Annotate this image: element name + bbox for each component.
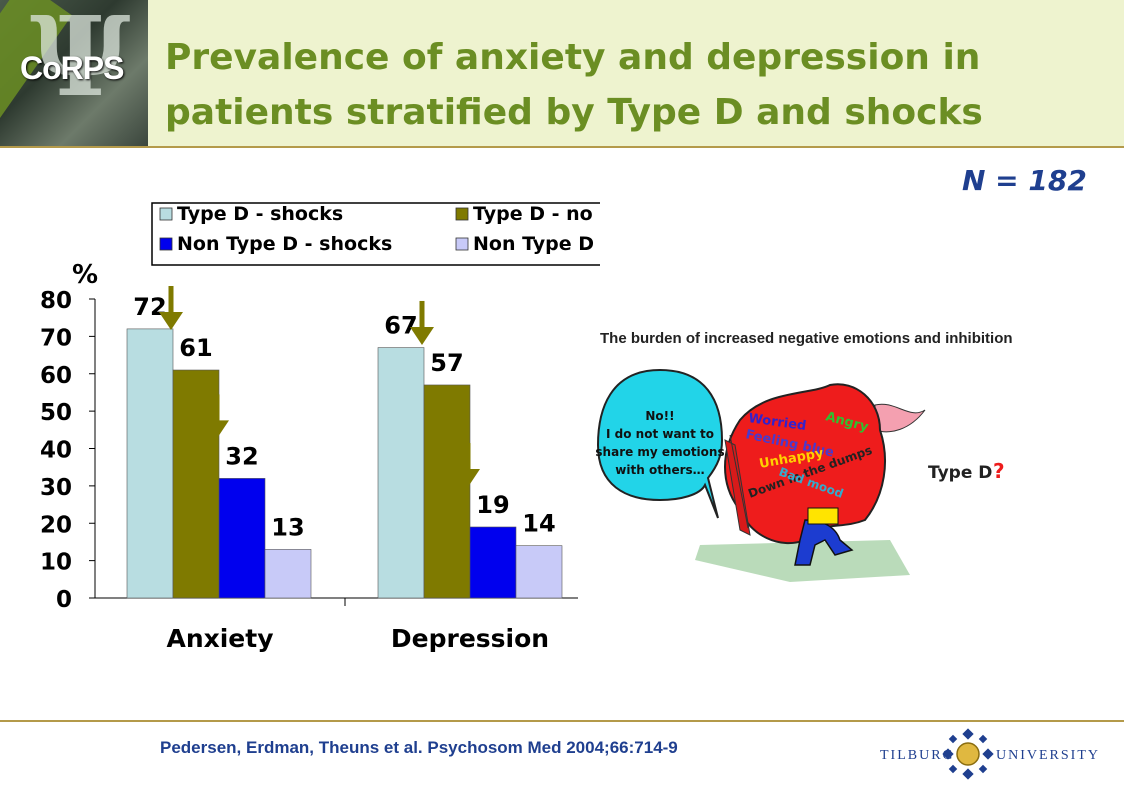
- tilburg-university-logo: TILBURG UNIVERSITY: [880, 728, 1098, 784]
- data-label: 13: [271, 513, 304, 541]
- bar: [218, 478, 266, 599]
- citation: Pedersen, Erdman, Theuns et al. Psychoso…: [160, 738, 678, 757]
- data-label: 32: [225, 442, 258, 470]
- bubble-line: with others…: [615, 463, 704, 477]
- pink-scribble: [874, 403, 926, 433]
- data-label: 67: [384, 312, 417, 340]
- y-tick-label: 60: [40, 363, 72, 389]
- legend-entry: Type D - shocks: [177, 203, 343, 225]
- type-d-cartoon: No!! I do not want to share my emotions …: [595, 368, 1005, 582]
- psi-icon: Ψ: [30, 0, 131, 121]
- legend-entry: Non Type D - no shocks: [473, 233, 600, 255]
- arrow-head: [410, 326, 434, 345]
- figure-shirt: [807, 507, 839, 525]
- corps-logo: Ψ CoRPS: [0, 0, 148, 146]
- data-label: 61: [179, 334, 212, 362]
- speech-bubble: [596, 368, 724, 519]
- bar-chart: Type D - shocks Type D - no shocks Non Typ…: [40, 202, 600, 653]
- logo-text: CoRPS: [20, 50, 124, 86]
- category-label: Depression: [391, 624, 549, 653]
- bar: [423, 384, 471, 599]
- legend-entry: Type D - no shocks: [473, 203, 600, 225]
- cartoon-title: The burden of increased negative emotion…: [600, 330, 1013, 347]
- red-pages: [724, 434, 751, 536]
- bubble-line: share my emotions: [595, 445, 724, 459]
- arrow-head: [159, 312, 183, 331]
- legend-swatch: [455, 207, 469, 221]
- legend-swatch: [455, 237, 469, 251]
- header-banner: Ψ CoRPS Prevalence of anxiety and depres…: [0, 0, 1124, 148]
- slide-title: Prevalence of anxiety and depression in …: [165, 37, 983, 133]
- bubble-line: I do not want to: [606, 427, 714, 441]
- y-axis-label: %: [72, 260, 98, 290]
- question-mark: ?: [993, 459, 1005, 483]
- y-tick-label: 20: [40, 512, 72, 538]
- y-tick-label: 10: [40, 550, 72, 576]
- data-label: 72: [133, 293, 166, 321]
- y-tick-label: 70: [40, 325, 72, 351]
- category-label: Anxiety: [166, 624, 273, 653]
- bubble-line: No!!: [645, 409, 674, 423]
- bar: [515, 545, 563, 599]
- y-tick-label: 40: [40, 438, 72, 464]
- y-tick-label: 30: [40, 475, 72, 501]
- legend-swatch: [159, 207, 173, 221]
- y-tick-label: 50: [40, 400, 72, 426]
- sample-size-label: N = 182: [962, 164, 1087, 197]
- bar: [469, 526, 517, 599]
- footer-divider: [0, 720, 1124, 722]
- bar: [264, 549, 312, 599]
- data-label: 57: [430, 349, 463, 377]
- y-tick-label: 80: [40, 288, 72, 314]
- university-emblem-icon: [942, 728, 994, 780]
- legend-swatch: [159, 237, 173, 251]
- bar: [126, 328, 174, 599]
- data-label: 19: [476, 491, 509, 519]
- data-label: 14: [522, 510, 555, 538]
- legend-entry: Non Type D - shocks: [177, 233, 392, 255]
- university-name-right: UNIVERSITY: [996, 748, 1100, 763]
- bar: [377, 347, 425, 599]
- type-d-label: Type D: [928, 463, 992, 483]
- arrow-head: [205, 420, 229, 439]
- arrow-head: [456, 468, 480, 487]
- bar: [172, 369, 220, 599]
- y-tick-label: 0: [56, 587, 72, 613]
- university-name-left: TILBURG: [880, 748, 955, 763]
- legend-box: [151, 202, 600, 266]
